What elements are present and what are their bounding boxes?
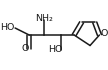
Text: O: O (100, 29, 108, 38)
Text: HO: HO (0, 23, 15, 32)
Text: O: O (21, 44, 29, 53)
Text: NH₂: NH₂ (35, 14, 53, 23)
Text: HO: HO (48, 45, 63, 53)
